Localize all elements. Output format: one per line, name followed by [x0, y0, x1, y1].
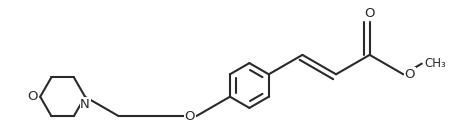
Text: O: O	[365, 7, 375, 20]
Text: CH₃: CH₃	[424, 57, 446, 70]
Text: N: N	[80, 98, 90, 111]
Text: O: O	[405, 68, 415, 81]
Text: O: O	[27, 90, 37, 103]
Text: O: O	[184, 110, 195, 123]
